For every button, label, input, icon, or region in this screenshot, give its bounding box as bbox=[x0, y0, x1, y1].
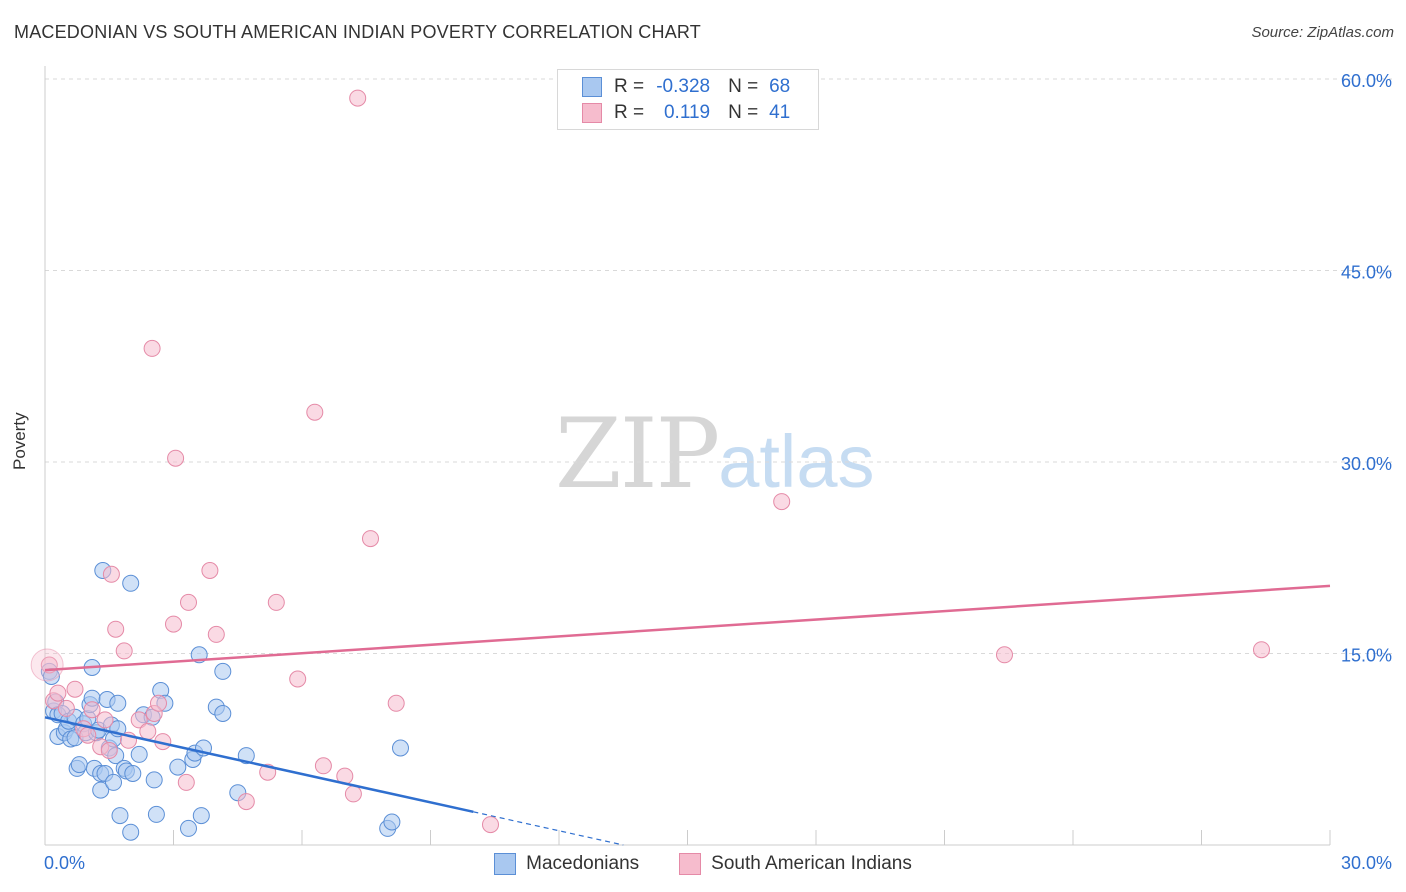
legend-n-value: 68 bbox=[769, 76, 791, 97]
macedonian-point bbox=[192, 807, 210, 825]
south-american-indian-point bbox=[30, 648, 64, 682]
south-american-indian-point bbox=[150, 694, 167, 712]
watermark-zip: ZIP bbox=[555, 398, 720, 510]
legend-r-label: R = bbox=[614, 102, 645, 123]
south-american-indian-point bbox=[49, 684, 67, 702]
axis-layer bbox=[44, 66, 1331, 846]
macedonian-point bbox=[180, 819, 197, 837]
x-tick-label: 30.0% bbox=[1341, 853, 1392, 873]
trend-lines bbox=[44, 584, 1331, 846]
y-tick-label: 45.0% bbox=[1341, 263, 1392, 283]
macedonian-point bbox=[122, 574, 140, 592]
correlation-legend: R = -0.328 N = 68 R = 0.119 N = 41 bbox=[557, 69, 819, 130]
south-american-indian-point bbox=[57, 699, 75, 717]
series-legend: Macedonians South American Indians bbox=[0, 851, 1406, 877]
south-american-indian-point bbox=[289, 670, 307, 688]
south-american-indians-trend-line bbox=[44, 584, 1331, 672]
south-american-indian-point bbox=[996, 646, 1013, 664]
south-american-indian-point bbox=[1253, 641, 1270, 659]
legend-n-value: 41 bbox=[769, 102, 791, 123]
south-american-indian-point bbox=[100, 742, 118, 759]
south-american-indian-point bbox=[83, 701, 101, 719]
south-american-indian-point bbox=[139, 722, 157, 740]
south-american-indian-point bbox=[66, 680, 84, 698]
legend-r-label: R = bbox=[614, 76, 645, 97]
south-american-indian-point bbox=[482, 816, 499, 834]
south-american-indian-point bbox=[96, 711, 114, 729]
legend-swatch-pink bbox=[679, 853, 702, 875]
south-american-indian-point bbox=[167, 449, 185, 467]
y-tick-label: 30.0% bbox=[1341, 454, 1392, 474]
south-american-indian-point bbox=[201, 562, 219, 579]
macedonian-point bbox=[124, 765, 142, 782]
south-american-indian-point bbox=[79, 726, 97, 744]
south-american-indian-point bbox=[773, 493, 791, 511]
legend-label-macedonians: Macedonians bbox=[526, 853, 640, 874]
south-american-indian-point bbox=[102, 565, 120, 583]
legend-swatch-blue bbox=[582, 77, 602, 97]
legend-label-south-american-indians: South American Indians bbox=[711, 853, 912, 874]
south-american-indian-point bbox=[237, 793, 255, 811]
legend-r-value: 0.119 bbox=[663, 102, 711, 123]
south-american-indian-point bbox=[180, 593, 197, 611]
south-american-indian-point bbox=[344, 785, 362, 803]
x-tick-label: 0.0% bbox=[44, 853, 85, 873]
south-american-indian-point bbox=[177, 773, 195, 791]
south-american-indian-point bbox=[362, 530, 379, 548]
south-american-indian-point bbox=[306, 403, 324, 421]
legend-item-macedonians: Macedonians bbox=[494, 853, 639, 875]
south-american-indian-point bbox=[165, 615, 182, 633]
macedonian-point bbox=[111, 807, 129, 825]
y-tick-label: 15.0% bbox=[1341, 646, 1392, 666]
y-tick-label: 60.0% bbox=[1341, 71, 1392, 91]
macedonian-point bbox=[122, 823, 140, 841]
legend-swatch-pink bbox=[582, 103, 602, 123]
tick-labels: 15.0% 30.0% 45.0% 60.0% 0.0% 30.0% bbox=[44, 71, 1392, 873]
macedonian-point bbox=[392, 739, 409, 757]
legend-row-south-american-indians: R = 0.119 N = 41 bbox=[582, 101, 790, 125]
south-american-indian-point bbox=[314, 757, 332, 775]
legend-row-macedonians: R = -0.328 N = 68 bbox=[582, 75, 790, 99]
macedonians-trend-extension bbox=[473, 811, 624, 846]
legend-n-label: N = bbox=[728, 76, 759, 97]
chart-title: MACEDONIAN VS SOUTH AMERICAN INDIAN POVE… bbox=[14, 22, 701, 42]
macedonians-trend-line bbox=[44, 716, 474, 814]
grid-layer bbox=[45, 78, 1392, 654]
south-american-indian-point bbox=[107, 620, 125, 638]
macedonian-point bbox=[92, 781, 110, 799]
macedonian-point bbox=[145, 771, 163, 789]
legend-n-label: N = bbox=[728, 102, 759, 123]
macedonian-point bbox=[169, 758, 187, 776]
south-american-indian-point bbox=[207, 625, 225, 643]
legend-item-south-american-indians: South American Indians bbox=[679, 853, 912, 875]
macedonian-point bbox=[214, 705, 232, 722]
macedonian-point bbox=[383, 813, 401, 831]
macedonian-point bbox=[105, 773, 122, 791]
legend-r-value: -0.328 bbox=[656, 76, 711, 97]
macedonian-point bbox=[214, 662, 232, 680]
macedonian-point bbox=[70, 756, 88, 774]
macedonian-point bbox=[109, 694, 127, 712]
south-american-indian-point bbox=[387, 694, 405, 712]
macedonian-point bbox=[147, 805, 165, 823]
south-american-indian-point bbox=[130, 711, 148, 729]
legend-swatch-blue bbox=[494, 853, 517, 875]
source-label: Source: ZipAtlas.com bbox=[1251, 24, 1394, 41]
south-american-indian-point bbox=[267, 593, 285, 611]
macedonian-point bbox=[130, 745, 148, 763]
south-american-indian-point bbox=[349, 89, 367, 107]
south-american-indians-points bbox=[30, 89, 1270, 834]
south-american-indian-point bbox=[143, 339, 161, 357]
south-american-indian-point bbox=[115, 642, 133, 660]
